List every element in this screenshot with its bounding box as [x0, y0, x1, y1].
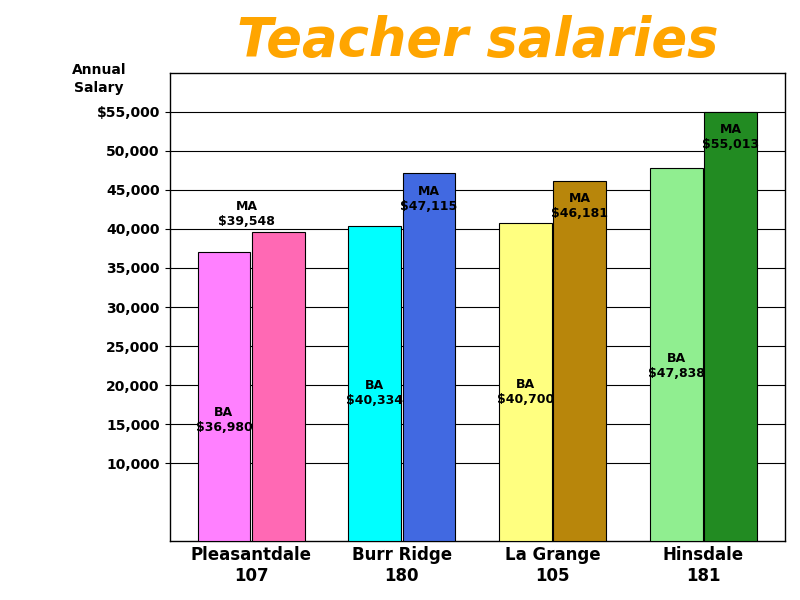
Text: BA
$36,980: BA $36,980	[195, 406, 252, 434]
Bar	[499, 223, 552, 541]
Text: MA
$46,181: MA $46,181	[551, 193, 608, 220]
Title: Teacher salaries: Teacher salaries	[237, 15, 718, 67]
Text: BA
$40,334: BA $40,334	[346, 379, 403, 407]
Bar	[402, 173, 455, 541]
Bar	[704, 112, 757, 541]
Bar	[252, 232, 305, 541]
Bar	[554, 181, 606, 541]
Text: BA
$40,700: BA $40,700	[497, 378, 554, 406]
Text: BA
$47,838: BA $47,838	[648, 352, 705, 380]
Text: Annual
Salary: Annual Salary	[71, 63, 126, 95]
Text: MA
$55,013: MA $55,013	[702, 124, 759, 151]
Bar	[650, 167, 702, 541]
Bar	[348, 226, 401, 541]
Bar	[198, 253, 250, 541]
Text: MA
$47,115: MA $47,115	[400, 185, 458, 213]
Text: MA
$39,548: MA $39,548	[218, 200, 275, 228]
